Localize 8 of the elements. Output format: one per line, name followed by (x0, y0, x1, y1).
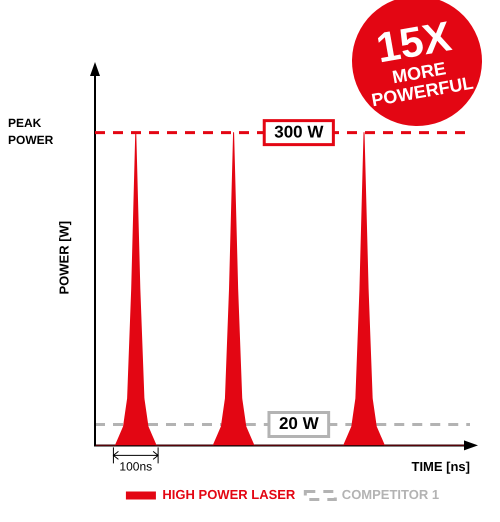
ref-line-label: 300 W (274, 122, 324, 142)
annotation: 20 W (278, 414, 320, 434)
text: PEAK POWER (8, 116, 54, 147)
legend-label: COMPETITOR 1 (342, 487, 440, 502)
text: 100ns (119, 460, 152, 474)
y-axis-title: POWER [W] (56, 220, 72, 295)
x-axis-title: TIME [ns] (412, 458, 470, 474)
legend-label: HIGH POWER LASER (162, 487, 296, 502)
